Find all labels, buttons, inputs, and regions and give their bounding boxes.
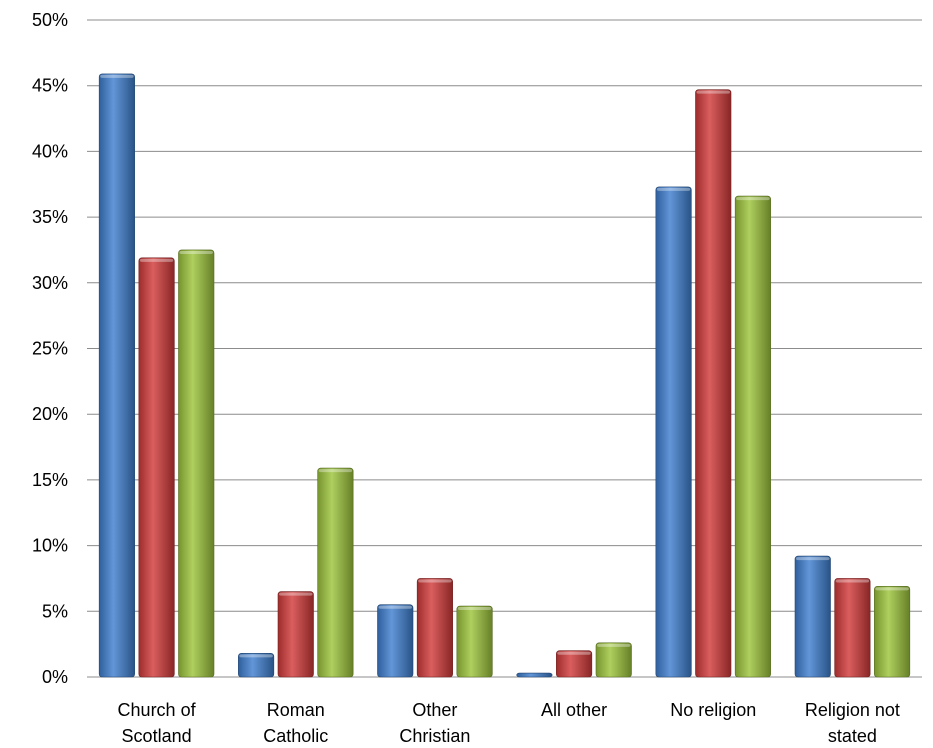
bar: [695, 89, 732, 678]
bar-highlight: [597, 643, 631, 647]
bar: [317, 467, 354, 678]
bar: [416, 578, 453, 678]
bar-highlight: [378, 605, 412, 609]
x-category-label: Roman Catholic: [263, 700, 328, 746]
y-tick-label: 25%: [32, 339, 68, 359]
bar-highlight: [875, 587, 909, 591]
gridlines: [87, 19, 922, 678]
bar-highlight: [557, 651, 591, 655]
bar-highlight: [796, 557, 830, 561]
x-axis: Church of Scotland Roman Catholic Other Chris…: [118, 700, 900, 746]
y-tick-label: 0%: [42, 667, 68, 687]
x-category-label: All other: [541, 700, 607, 720]
bar: [595, 642, 632, 678]
bar-highlight: [239, 654, 273, 658]
y-tick-label: 5%: [42, 601, 68, 621]
bar: [655, 186, 692, 678]
bar: [98, 73, 135, 678]
bar-highlight: [457, 607, 492, 611]
y-tick-label: 30%: [32, 273, 68, 293]
bar-highlight: [139, 258, 174, 262]
bar: [377, 604, 414, 678]
y-tick-label: 40%: [32, 141, 68, 161]
bar-highlight: [736, 197, 770, 201]
bar-highlight: [656, 187, 691, 191]
x-category-label: Church of Scotland: [118, 700, 197, 746]
y-axis: 0% 5% 10% 15% 20% 25% 30% 35% 40% 45% 50%: [32, 10, 68, 687]
bar: [556, 650, 593, 678]
y-tick-label: 45%: [32, 76, 68, 96]
bar: [516, 672, 553, 678]
x-category-label: Other Christian: [399, 700, 470, 746]
bar-highlight: [696, 90, 730, 94]
bar: [456, 605, 493, 678]
bar: [238, 653, 275, 678]
bar-highlight: [418, 579, 452, 583]
x-category-label: Religion not stated: [805, 700, 900, 746]
bar: [794, 555, 831, 678]
bar: [178, 249, 215, 678]
y-tick-label: 10%: [32, 536, 68, 556]
y-tick-label: 15%: [32, 470, 68, 490]
bar-highlight: [279, 592, 313, 596]
bar: [834, 578, 871, 678]
y-tick-label: 35%: [32, 207, 68, 227]
bar: [734, 195, 771, 678]
bar: [138, 257, 175, 678]
bar-highlight: [179, 250, 213, 254]
bar: [277, 591, 314, 678]
x-category-label: No religion: [670, 700, 756, 720]
bar-highlight: [835, 579, 870, 583]
bar-highlight: [318, 469, 353, 473]
bar-highlight: [100, 74, 134, 78]
y-tick-label: 50%: [32, 10, 68, 30]
bar: [874, 586, 911, 678]
y-tick-label: 20%: [32, 404, 68, 424]
bars: [98, 73, 911, 678]
